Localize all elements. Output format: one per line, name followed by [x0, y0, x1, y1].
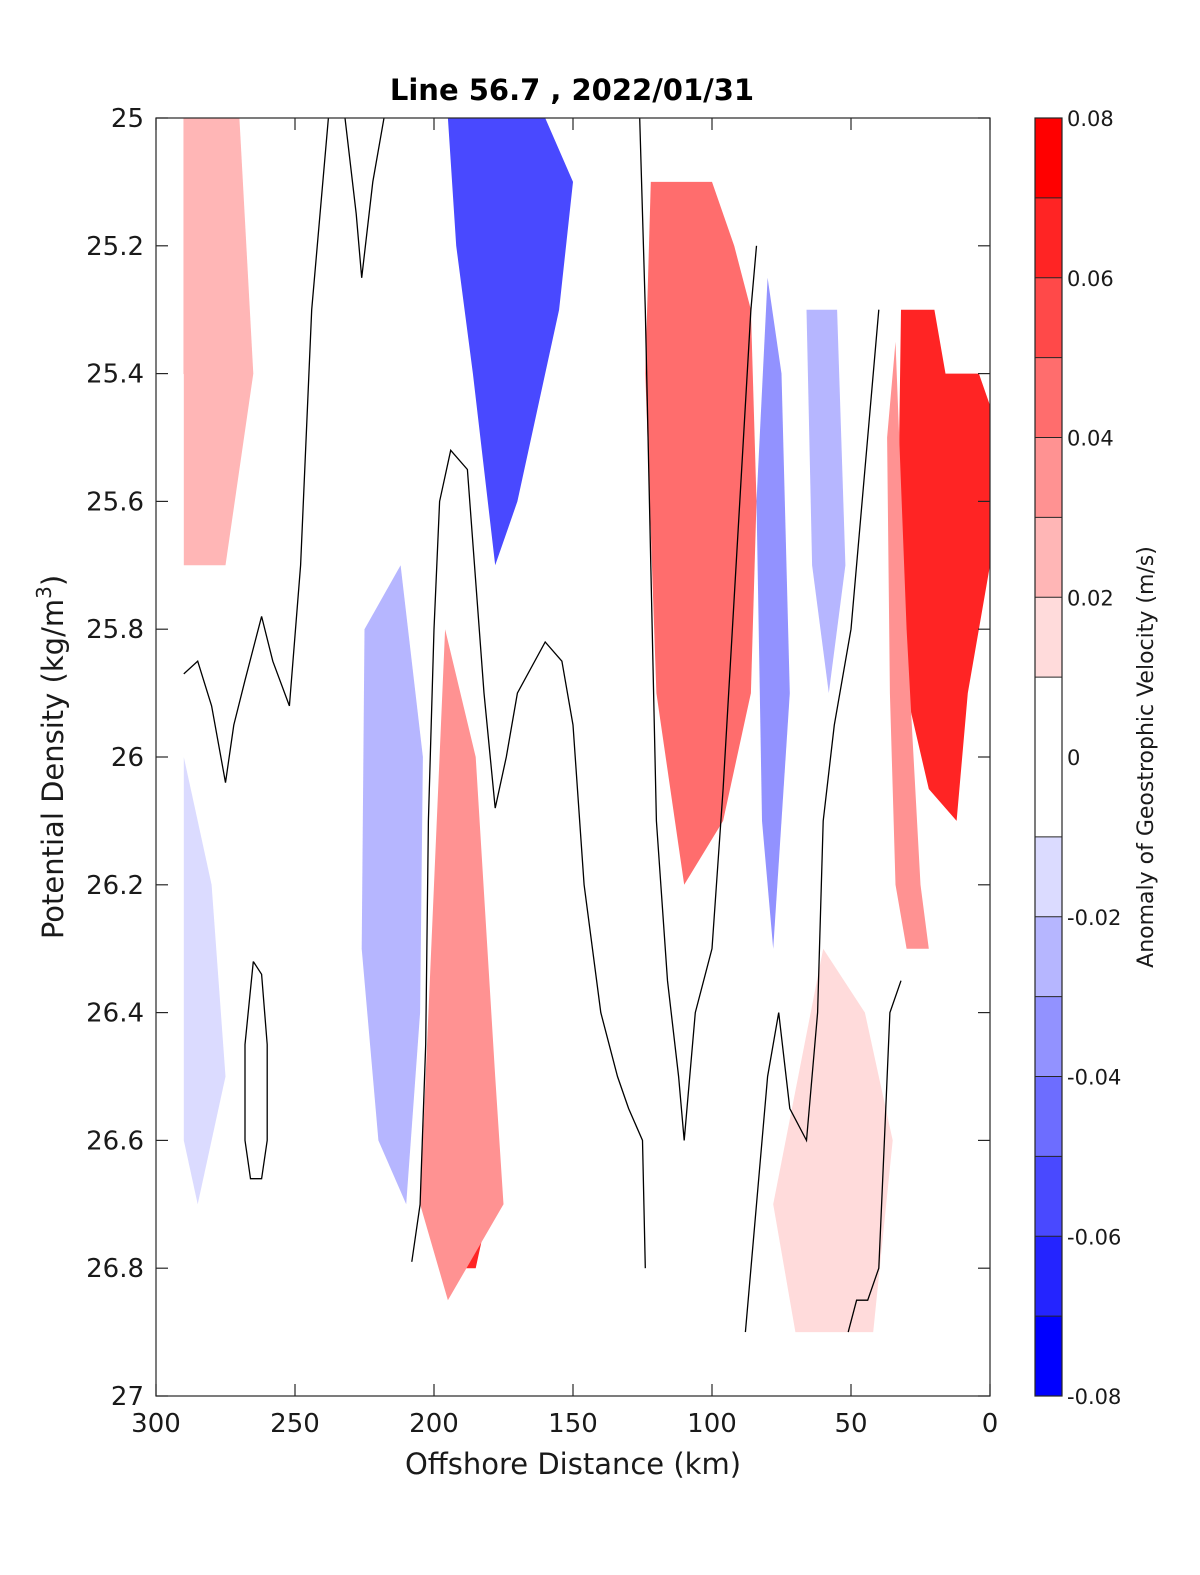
colorbar-band-7 — [1035, 597, 1062, 678]
colorbar-band-10 — [1035, 916, 1062, 997]
chart-title: Line 56.7 , 2022/01/31 — [390, 73, 754, 107]
colorbar-tick-label: -0.02 — [1067, 906, 1121, 930]
x-tick-label: 200 — [409, 1409, 459, 1439]
y-tick-label: 25.4 — [86, 360, 144, 390]
filled-contours — [183, 118, 990, 1333]
y-axis-label: Potential Density (kg/m3) — [32, 575, 70, 939]
y-axis-label-sup: 3 — [32, 586, 56, 599]
zero-contour-line-3 — [411, 448, 646, 1269]
y-axis-label-main: Potential Density (kg/m — [36, 599, 70, 939]
colorbar-tick-label: 0.04 — [1067, 427, 1114, 451]
colorbar-band-6 — [1035, 517, 1062, 598]
x-tick-label: 150 — [548, 1409, 598, 1439]
contour-region-7 — [361, 565, 423, 1205]
zero-contour-line-4 — [639, 118, 758, 1141]
colorbar-band-15 — [1035, 1316, 1062, 1396]
zero-contour-line-6 — [847, 980, 902, 1333]
colorbar-tick-label: 0 — [1067, 746, 1080, 770]
colorbar-tick-label: -0.08 — [1067, 1385, 1121, 1409]
x-tick-label: 250 — [270, 1409, 320, 1439]
x-tick-label: 100 — [687, 1409, 737, 1439]
y-tick-label: 27 — [111, 1382, 144, 1412]
x-tick-label: 0 — [982, 1409, 999, 1439]
y-tick-label: 25.6 — [86, 487, 144, 517]
zero-contour-line-1 — [183, 118, 330, 783]
x-axis-label: Offshore Distance (km) — [405, 1447, 741, 1481]
colorbar-frame — [1034, 117, 1063, 1397]
y-tick-label: 26 — [111, 743, 144, 773]
colorbar: 0.08 0.06 0.04 0.02 0 -0.02 -0.04 -0.06 -0.08 — [1034, 107, 1121, 1409]
x-tick-label: 50 — [834, 1409, 867, 1439]
colorbar-band-8 — [1035, 677, 1062, 837]
y-tick-label: 26.8 — [86, 1254, 144, 1284]
colorbar-band-11 — [1035, 996, 1062, 1077]
colorbar-tick-label: -0.04 — [1067, 1066, 1121, 1090]
contour-region-5 — [645, 181, 757, 885]
zero-contour-line-2 — [344, 118, 385, 278]
contour-region-6 — [447, 118, 573, 566]
contour-region-2 — [887, 341, 929, 949]
zero-contour-line-7 — [244, 961, 268, 1180]
y-axis-label-end: ) — [36, 575, 70, 586]
contour-region-3 — [756, 277, 790, 949]
axes: 300 250 200 150 100 50 0 25 25.2 25.4 25.6 25.8 26 26… — [86, 104, 998, 1439]
colorbar-band-4 — [1035, 357, 1062, 438]
colorbar-band-9 — [1035, 836, 1062, 917]
colorbar-tick-label: 0.08 — [1067, 107, 1114, 131]
contour-region-4 — [806, 309, 846, 694]
y-tick-label: 25.8 — [86, 615, 144, 645]
colorbar-band-5 — [1035, 437, 1062, 518]
y-tick-label: 25.2 — [86, 232, 144, 262]
colorbar-tick-label: 0.06 — [1067, 267, 1114, 291]
contour-region-12 — [183, 757, 226, 1205]
zero-contour-line-5 — [744, 309, 880, 1333]
y-tick-label: 26.4 — [86, 999, 144, 1029]
contour-region-9 — [420, 629, 504, 1301]
colorbar-band-13 — [1035, 1156, 1062, 1237]
y-tick-label: 25 — [111, 104, 144, 134]
colorbar-band-12 — [1035, 1076, 1062, 1157]
y-tick-label: 26.2 — [86, 871, 144, 901]
contour-region-11 — [183, 118, 254, 566]
y-tick-label: 26.6 — [86, 1126, 144, 1156]
colorbar-band-1 — [1035, 118, 1062, 198]
contour-region-13 — [773, 948, 893, 1333]
colorbar-tick-label: -0.06 — [1067, 1225, 1121, 1249]
colorbar-band-3 — [1035, 277, 1062, 358]
zero-contour-lines — [183, 118, 902, 1333]
x-tick-label: 300 — [131, 1409, 181, 1439]
colorbar-tick-label: 0.02 — [1067, 586, 1114, 610]
colorbar-label: Anomaly of Geostrophic Velocity (m/s) — [1134, 546, 1159, 968]
contour-region-1 — [898, 309, 990, 821]
colorbar-band-2 — [1035, 197, 1062, 278]
colorbar-band-14 — [1035, 1236, 1062, 1317]
